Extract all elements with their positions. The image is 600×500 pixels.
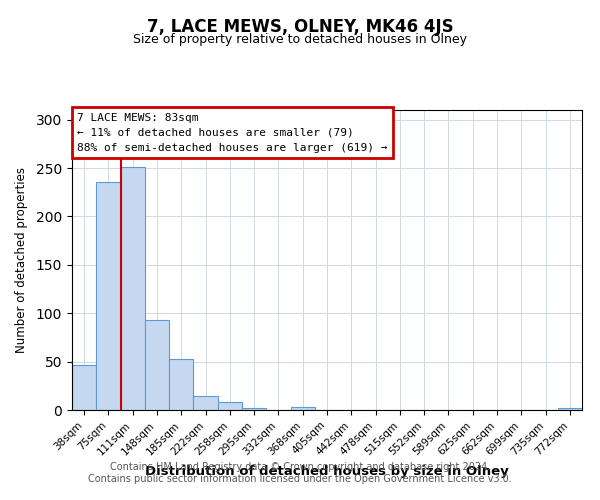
X-axis label: Distribution of detached houses by size in Olney: Distribution of detached houses by size … (145, 465, 509, 478)
Bar (558, 408, 582, 410)
Bar (242, 408, 266, 410)
Bar (145, 320, 169, 410)
Text: 7, LACE MEWS, OLNEY, MK46 4JS: 7, LACE MEWS, OLNEY, MK46 4JS (146, 18, 454, 36)
Text: Size of property relative to detached houses in Olney: Size of property relative to detached ho… (133, 32, 467, 46)
Text: 7 LACE MEWS: 83sqm
← 11% of detached houses are smaller (79)
88% of semi-detache: 7 LACE MEWS: 83sqm ← 11% of detached hou… (77, 113, 388, 152)
Bar (193, 396, 218, 410)
Bar (290, 407, 315, 410)
Bar (169, 358, 193, 410)
Bar (96, 182, 121, 410)
Text: Contains public sector information licensed under the Open Government Licence v3: Contains public sector information licen… (88, 474, 512, 484)
Bar (72, 364, 96, 410)
Bar (218, 402, 242, 410)
Text: Contains HM Land Registry data © Crown copyright and database right 2024.: Contains HM Land Registry data © Crown c… (110, 462, 490, 472)
Y-axis label: Number of detached properties: Number of detached properties (14, 167, 28, 353)
Bar (121, 167, 145, 410)
